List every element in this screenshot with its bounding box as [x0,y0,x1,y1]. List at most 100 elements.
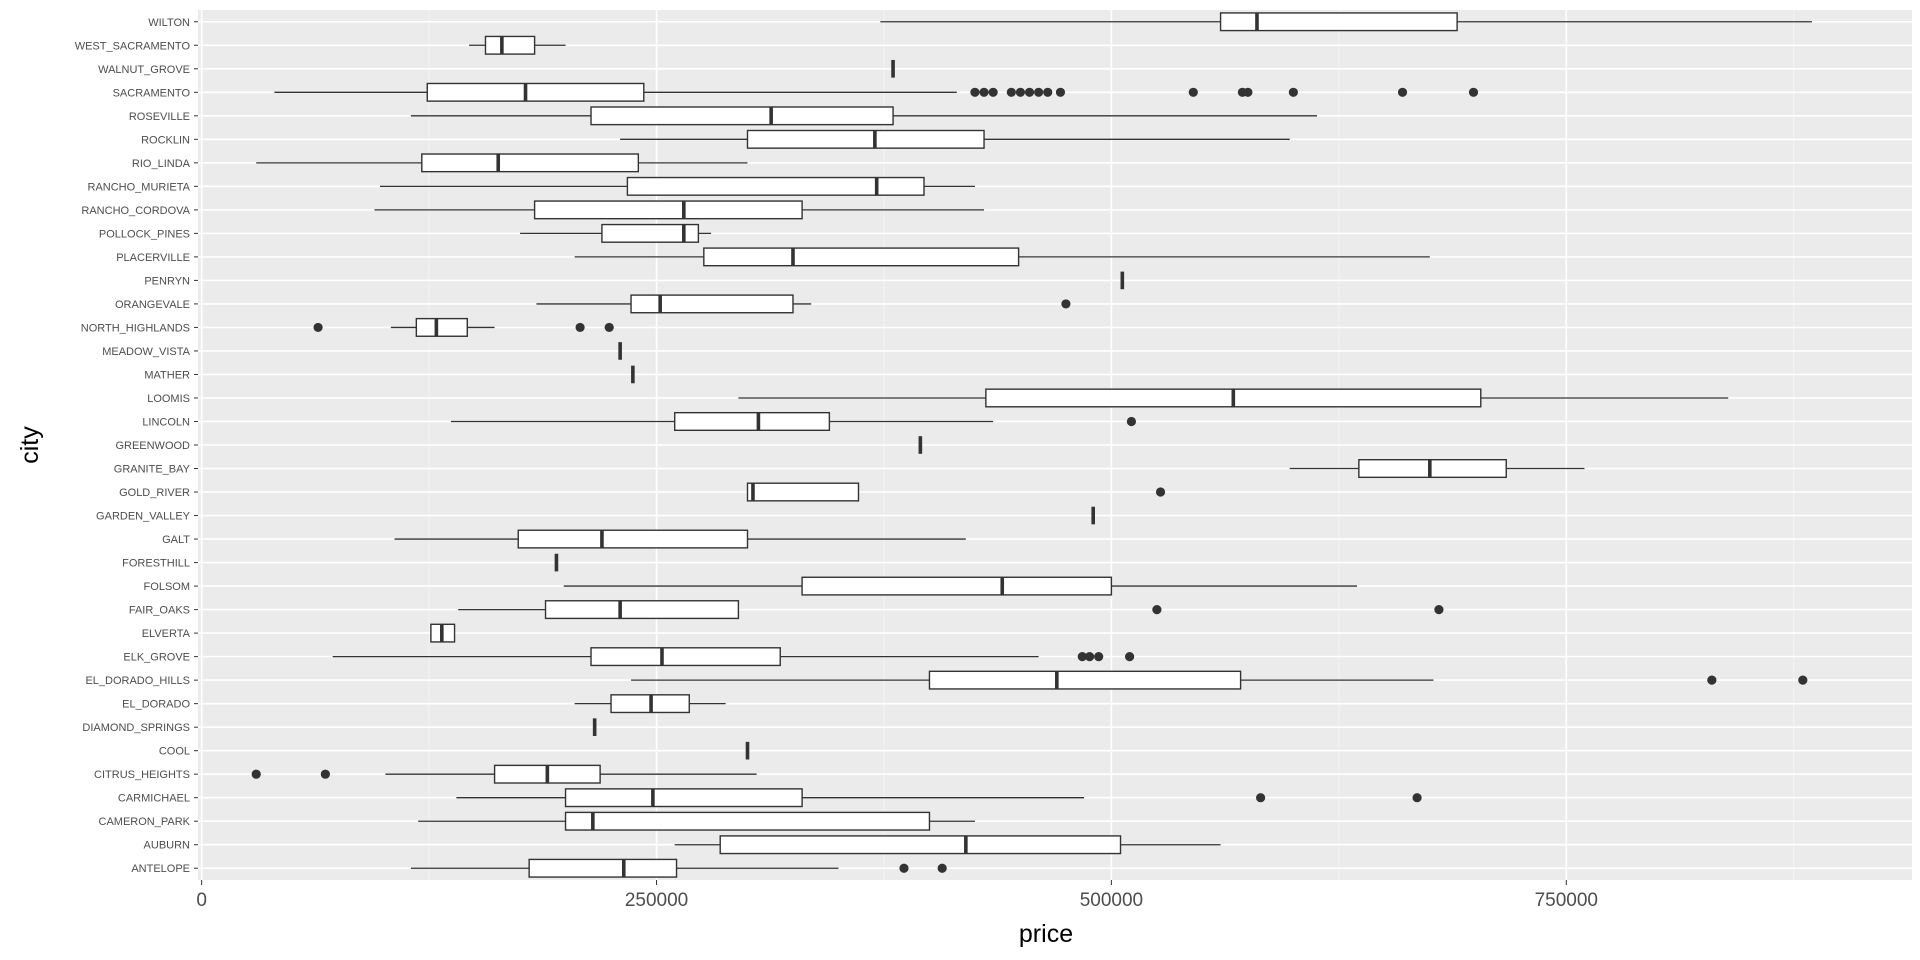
y-tick-label: ROSEVILLE [129,111,190,123]
outlier-point [1126,416,1137,427]
box-wilton [880,12,1812,32]
outlier-point [1188,87,1198,97]
box-citrus-heights [251,764,757,784]
y-tick-label: RANCHO_CORDOVA [81,205,190,217]
iqr-box [544,600,740,620]
outlier-point [1043,87,1053,97]
iqr-box [421,153,640,173]
outlier-point [1077,652,1087,662]
y-tick-label: POLLOCK_PINES [99,228,190,240]
outlier-point [320,769,330,779]
outlier-point [1061,299,1071,309]
outlier-point [1434,604,1444,615]
box-granite-bay [1289,458,1585,479]
iqr-box [484,35,536,55]
box-galt [394,529,966,549]
y-tick-label: FAIR_OAKS [129,605,190,617]
iqr-box [564,811,931,831]
iqr-box [415,317,468,337]
box-series [251,12,1812,878]
outlier-point [604,322,614,333]
outlier-point [1034,87,1044,97]
outlier-point [1055,87,1066,97]
y-tick-label: ANTELOPE [131,863,190,875]
iqr-box [630,294,794,314]
outlier-point [251,769,261,779]
iqr-box [626,176,925,196]
iqr-box [564,788,803,808]
iqr-box [703,247,1020,267]
y-tick-label: DIAMOND_SPRINGS [82,722,190,734]
outlier-point [313,322,323,333]
y-axis: ANTELOPE AUBURN CAMERON_PARK CARMICHAEL CITR… [75,17,198,875]
outlier-point [1288,87,1298,97]
outlier-point [575,322,585,333]
iqr-box [590,106,894,126]
outlier-point [1468,87,1479,97]
y-tick-label: RANCHO_MURIETA [88,181,191,193]
box-rocklin [620,129,1290,149]
box-carmichael [456,788,1422,808]
outlier-point [979,87,989,97]
y-tick-label: CARMICHAEL [118,793,190,805]
outlier-point [1024,87,1035,97]
iqr-box [601,223,700,243]
y-tick-label: CAMERON_PARK [99,816,191,828]
box-lincoln [450,411,1137,432]
iqr-box [746,482,860,502]
y-tick-label: CITRUS_HEIGHTS [94,769,190,781]
box-fair-oaks [458,600,1444,620]
y-tick-label: MATHER [144,369,190,381]
iqr-box [928,670,1242,690]
outlier-point [1125,652,1135,662]
outlier-point [1152,604,1162,615]
box-folsom [563,576,1358,596]
outlier-point [1006,87,1016,97]
iqr-box [801,576,1113,596]
box-rio-linda [256,153,748,173]
box-west-sacramento [469,35,566,55]
outlier-point [1015,87,1026,97]
outlier-point [1155,487,1166,497]
y-tick-label: ROCKLIN [141,134,190,146]
outlier-point [1707,675,1717,685]
y-axis-title: city [16,426,44,464]
box-roseville [410,106,1318,126]
box-elk-grove [332,647,1135,667]
iqr-box [674,411,831,432]
y-tick-label: GARDEN_VALLEY [96,511,191,523]
box-el-dorado [574,694,726,714]
outlier-point [970,87,980,97]
y-tick-label: WALNUT_GROVE [98,64,190,76]
x-axis: 0 250000 500000 750000 [196,880,1598,911]
x-tick-label: 0 [196,890,207,911]
x-tick-label: 500000 [1080,890,1143,911]
outlier-point [1798,675,1808,685]
y-tick-label: LINCOLN [142,416,190,428]
outlier-point [1243,87,1253,97]
box-north-highlands [313,317,614,337]
y-tick-label: COOL [159,746,190,758]
y-tick-label: EL_DORADO [122,699,190,711]
y-tick-label: PENRYN [144,275,190,287]
outlier-point [899,863,909,873]
outlier-point [988,87,998,97]
box-elverta [430,623,456,643]
box-el-dorado-hills [631,670,1808,690]
iqr-box [1358,458,1507,479]
iqr-box [1219,12,1458,32]
y-tick-label: GRANITE_BAY [114,464,191,476]
box-rancho-murieta [379,176,975,196]
box-gold-river [746,482,1166,502]
outlier-point [1084,652,1095,662]
outlier-point [1397,87,1408,97]
outlier-point [1256,793,1266,803]
y-tick-label: NORTH_HIGHLANDS [81,322,190,334]
y-tick-label: MEADOW_VISTA [102,346,190,358]
y-tick-label: GOLD_RIVER [119,487,190,499]
iqr-box [426,82,645,102]
outlier-point [1412,793,1422,803]
iqr-box [528,858,678,878]
y-tick-label: WILTON [148,17,190,29]
